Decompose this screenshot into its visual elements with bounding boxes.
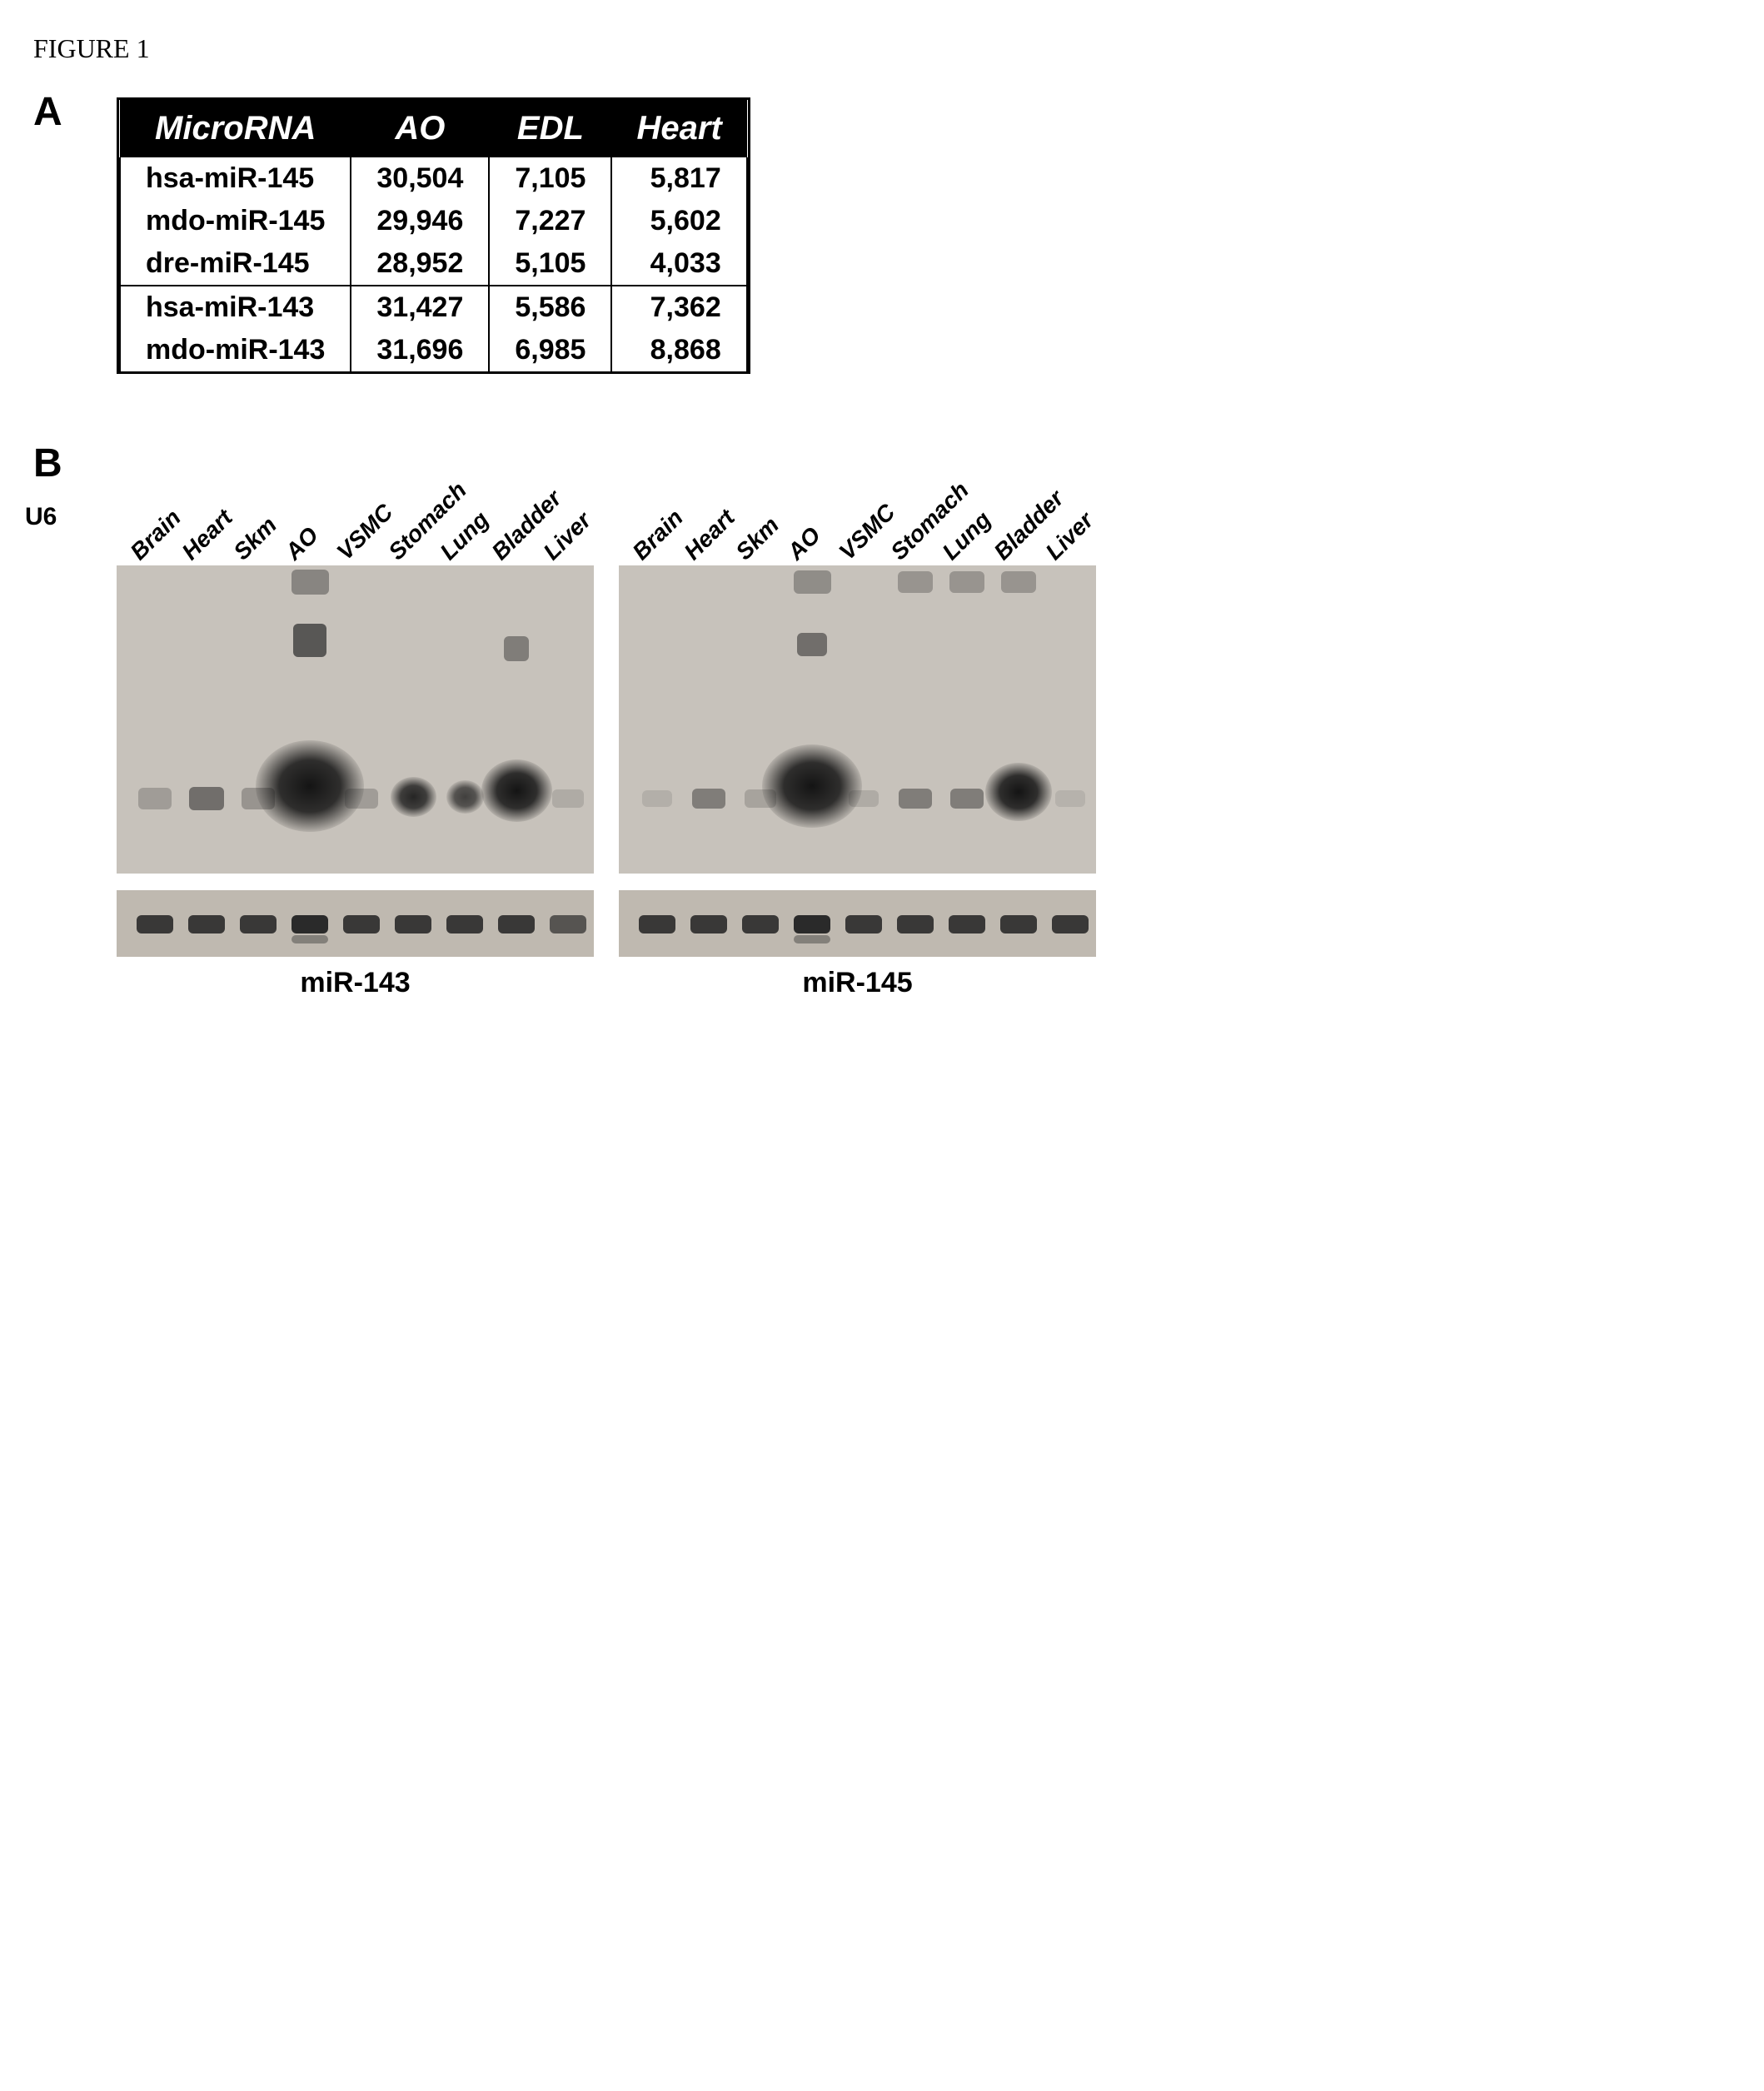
lane-label: Skm [730, 512, 784, 565]
gel-band [293, 624, 326, 657]
table-row: dre-miR-14528,9525,1054,033 [120, 242, 747, 286]
lane-label: Heart [679, 505, 740, 565]
table-container: MicroRNAAOEDLHeart hsa-miR-14530,5047,10… [117, 97, 750, 374]
u6-band [845, 915, 882, 933]
blot-caption: miR-145 [619, 967, 1096, 999]
gel-band [794, 570, 831, 594]
table-row: mdo-miR-14331,6966,9858,868 [120, 329, 747, 371]
row-value: 5,586 [489, 286, 611, 329]
lane-label: Heart [177, 505, 237, 565]
gel-band [446, 780, 484, 814]
gel-band [391, 777, 436, 817]
u6-label: U6 [25, 503, 83, 531]
panel-a-label: A [33, 89, 83, 135]
u6-band [137, 915, 173, 933]
col-header: Heart [611, 100, 746, 157]
row-name: mdo-miR-143 [120, 329, 351, 371]
row-value: 7,362 [611, 286, 746, 329]
lane-label: AO [280, 522, 323, 565]
row-name: dre-miR-145 [120, 242, 351, 286]
u6-band [240, 915, 277, 933]
panel-b: B U6 BrainHeartSkmAOVSMCStomachLungBladd… [33, 441, 1731, 999]
blot-column: BrainHeartSkmAOVSMCStomachLungBladderLiv… [117, 441, 594, 999]
table-row: mdo-miR-14529,9467,2275,602 [120, 200, 747, 242]
gel-band [985, 763, 1052, 821]
gel-band [950, 789, 984, 809]
row-value: 6,985 [489, 329, 611, 371]
u6-band [343, 915, 380, 933]
lane-label: Skm [228, 512, 282, 565]
microrna-table: MicroRNAAOEDLHeart hsa-miR-14530,5047,10… [119, 100, 748, 371]
row-name: hsa-miR-143 [120, 286, 351, 329]
u6-band [292, 915, 328, 933]
u6-band [188, 915, 225, 933]
u6-band [794, 935, 830, 943]
gel-band [692, 789, 725, 809]
row-value: 7,227 [489, 200, 611, 242]
row-value: 29,946 [351, 200, 489, 242]
blot-caption: miR-143 [117, 967, 594, 999]
row-name: mdo-miR-145 [120, 200, 351, 242]
row-value: 5,817 [611, 157, 746, 200]
row-value: 8,868 [611, 329, 746, 371]
u6-loading-control [117, 890, 594, 957]
row-name: hsa-miR-145 [120, 157, 351, 200]
row-value: 28,952 [351, 242, 489, 286]
row-value: 30,504 [351, 157, 489, 200]
panel-b-label: B [33, 441, 83, 486]
lane-label: AO [782, 522, 825, 565]
northern-blot [117, 565, 594, 874]
u6-band [1052, 915, 1089, 933]
gel-band [898, 571, 933, 593]
gel-band [138, 788, 172, 809]
table-row: hsa-miR-14530,5047,1055,817 [120, 157, 747, 200]
gel-band [642, 790, 672, 807]
gel-band [504, 636, 529, 661]
u6-band [550, 915, 586, 933]
row-value: 4,033 [611, 242, 746, 286]
lane-label: Brain [627, 505, 688, 565]
panel-a: A MicroRNAAOEDLHeart hsa-miR-14530,5047,… [33, 89, 1731, 374]
u6-band [1000, 915, 1037, 933]
row-value: 31,696 [351, 329, 489, 371]
gel-band [849, 790, 879, 807]
gel-band [797, 633, 827, 656]
gel-band [552, 789, 584, 808]
u6-loading-control [619, 890, 1096, 957]
row-value: 31,427 [351, 286, 489, 329]
gel-band [1001, 571, 1036, 593]
u6-band [446, 915, 483, 933]
u6-band [742, 915, 779, 933]
u6-band [949, 915, 985, 933]
row-value: 5,105 [489, 242, 611, 286]
u6-band [897, 915, 934, 933]
lane-label: VSMC [331, 499, 398, 565]
row-value: 5,602 [611, 200, 746, 242]
u6-band [395, 915, 431, 933]
row-value: 7,105 [489, 157, 611, 200]
gel-band [481, 759, 552, 822]
lane-label: VSMC [834, 499, 900, 565]
northern-blot [619, 565, 1096, 874]
gel-band [1055, 790, 1085, 807]
u6-band [639, 915, 675, 933]
gel-band [256, 740, 364, 832]
blot-column: BrainHeartSkmAOVSMCStomachLungBladderLiv… [619, 441, 1096, 999]
col-header: AO [351, 100, 489, 157]
figure-title: FIGURE 1 [33, 33, 1731, 64]
gel-band [949, 571, 984, 593]
lane-label: Brain [125, 505, 186, 565]
table-row: hsa-miR-14331,4275,5867,362 [120, 286, 747, 329]
gel-band [899, 789, 932, 809]
gel-band [189, 787, 224, 810]
gel-band [762, 744, 862, 828]
gel-band [292, 570, 329, 595]
u6-band [794, 915, 830, 933]
u6-band [292, 935, 328, 943]
col-header: EDL [489, 100, 611, 157]
u6-band [498, 915, 535, 933]
col-header: MicroRNA [120, 100, 351, 157]
gel-band [345, 789, 378, 809]
u6-band [690, 915, 727, 933]
